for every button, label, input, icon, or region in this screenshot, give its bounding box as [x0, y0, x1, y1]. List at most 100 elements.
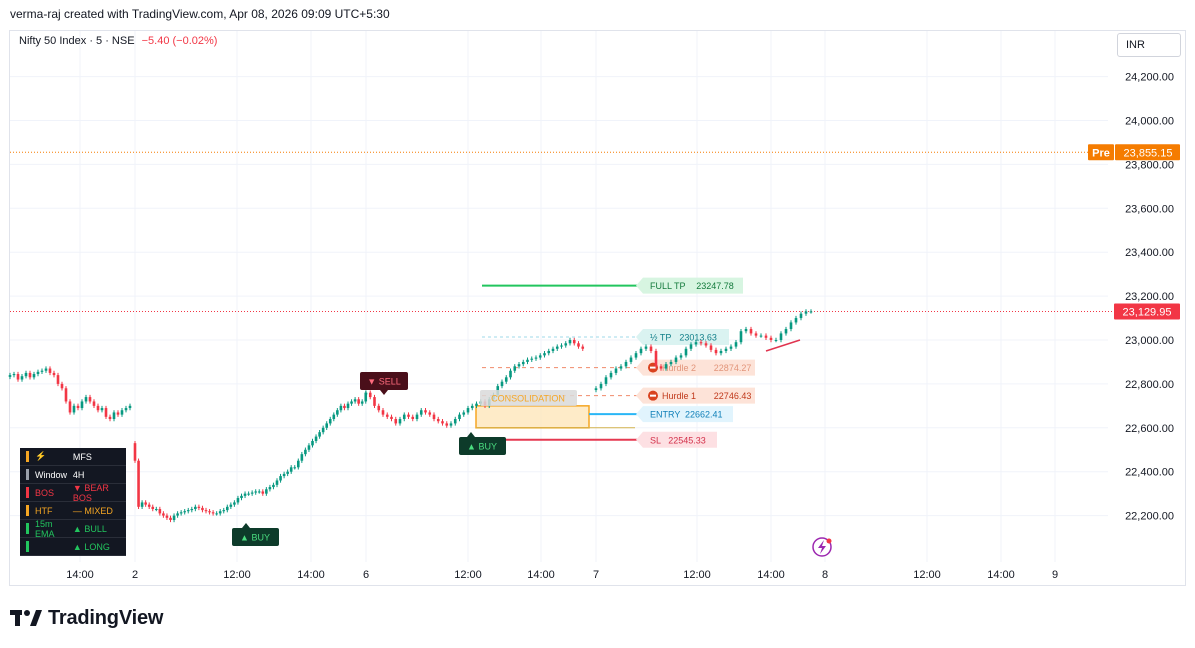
candle [560, 343, 563, 349]
y-tick-label: 24,200.00 [1125, 72, 1174, 84]
candle [72, 403, 76, 415]
candle [594, 386, 598, 393]
candle [20, 374, 24, 382]
x-tick-label: 6 [363, 569, 369, 581]
x-tick-label: 14:00 [527, 569, 555, 581]
trade-levels: FULL TP 23247.78 ½ TP 23013.63 Hurdle 2 22874… [10, 151, 1112, 448]
candle [162, 511, 165, 518]
buy-signal-1[interactable]: ▲ BUY [459, 432, 506, 455]
x-tick-label: 14:00 [297, 569, 325, 581]
candle [754, 331, 758, 338]
x-tick-label: 14:00 [757, 569, 785, 581]
candle [265, 487, 268, 496]
candlestick-series [8, 309, 813, 523]
candle [744, 326, 748, 334]
candle [100, 405, 104, 413]
full-tp-value: 23247.78 [696, 281, 734, 291]
info-row-marker [26, 523, 29, 534]
candle [165, 513, 169, 520]
candle [634, 350, 638, 360]
candle [144, 500, 147, 507]
y-tick-label: 24,000.00 [1125, 116, 1174, 128]
candle [407, 412, 410, 420]
candle [547, 348, 551, 356]
candle [774, 337, 778, 343]
candle [155, 506, 158, 512]
buy-signal-label: ▲ BUY [467, 442, 497, 452]
candle [279, 473, 282, 483]
candle [346, 401, 350, 411]
full-tp-text: FULL TP [650, 281, 686, 291]
buy-signal-2[interactable]: ▲ BUY [232, 523, 279, 546]
entry-text: ENTRY [650, 410, 680, 420]
candle [764, 333, 768, 340]
y-tick-label: 23,400.00 [1125, 247, 1174, 259]
candle [719, 348, 723, 356]
consolidation-label: CONSOLIDATION [480, 390, 577, 406]
candle [350, 399, 353, 406]
currency-selector[interactable]: INR [1117, 33, 1181, 57]
candle [40, 368, 44, 375]
candle [112, 410, 116, 422]
indicator-info-panel: ⚡ MFS Window 4H BOS ▼ BEAR BOS HTF — MIXED 15m E… [20, 448, 126, 556]
x-tick-label: 12:00 [454, 569, 482, 581]
candle [76, 403, 80, 411]
info-row-value: ▲ BULL [72, 523, 107, 534]
x-axis: 14:00 2 12:00 14:00 6 12:00 14:00 7 12:00 14:00 8 1… [66, 569, 1058, 581]
candle [84, 394, 88, 404]
info-row-marker [26, 505, 29, 516]
pre-price-tag: Pre 23,855.15 [1088, 144, 1180, 161]
candle [779, 331, 783, 343]
candle [304, 447, 307, 457]
candle [243, 491, 247, 499]
candle [357, 397, 360, 406]
candle [56, 372, 60, 387]
half-tp-label: ½ TP 23013.63 [636, 329, 729, 346]
candle [377, 403, 381, 413]
candle [445, 421, 449, 428]
candle [604, 375, 608, 387]
candle [649, 344, 653, 354]
candle [572, 337, 576, 346]
candle [804, 309, 808, 316]
candle [759, 333, 763, 338]
candle [215, 511, 218, 516]
price-change: −5.40 (−0.02%) [141, 35, 218, 47]
info-row-key: BOS [35, 487, 55, 498]
candle [368, 390, 372, 400]
candle [555, 344, 559, 351]
replay-bolt-icon[interactable] [812, 537, 832, 557]
candle [453, 416, 457, 426]
candle [684, 346, 688, 358]
full-tp-label: FULL TP 23247.78 [636, 277, 743, 294]
candle [398, 416, 402, 426]
candle [183, 509, 186, 515]
chart-credit: verma-raj created with TradingView.com, … [10, 7, 390, 21]
candle [551, 346, 555, 354]
pre-tag-label: Pre [1092, 147, 1110, 159]
candle [190, 506, 194, 513]
candle [419, 408, 423, 417]
brand-name: TradingView [48, 606, 164, 629]
info-row: ⚡ MFS [20, 448, 126, 466]
candle [169, 515, 172, 523]
candle [151, 504, 155, 512]
candle [88, 394, 92, 404]
candle [124, 405, 128, 413]
candle [208, 509, 211, 515]
sell-signal[interactable]: ▼ SELL [360, 372, 408, 395]
candle [794, 315, 798, 325]
candle [275, 478, 279, 488]
info-row: 15m EMA ▲ BULL [20, 519, 126, 539]
hurdle-1-value: 22746.43 [714, 391, 752, 401]
info-row: ▲ LONG [20, 538, 126, 556]
candle [293, 465, 297, 470]
candle [809, 309, 813, 314]
candle [226, 504, 229, 513]
candle [581, 344, 585, 351]
info-row-marker [26, 541, 29, 552]
candle [140, 500, 144, 510]
candle [44, 366, 48, 373]
candle [424, 408, 427, 415]
